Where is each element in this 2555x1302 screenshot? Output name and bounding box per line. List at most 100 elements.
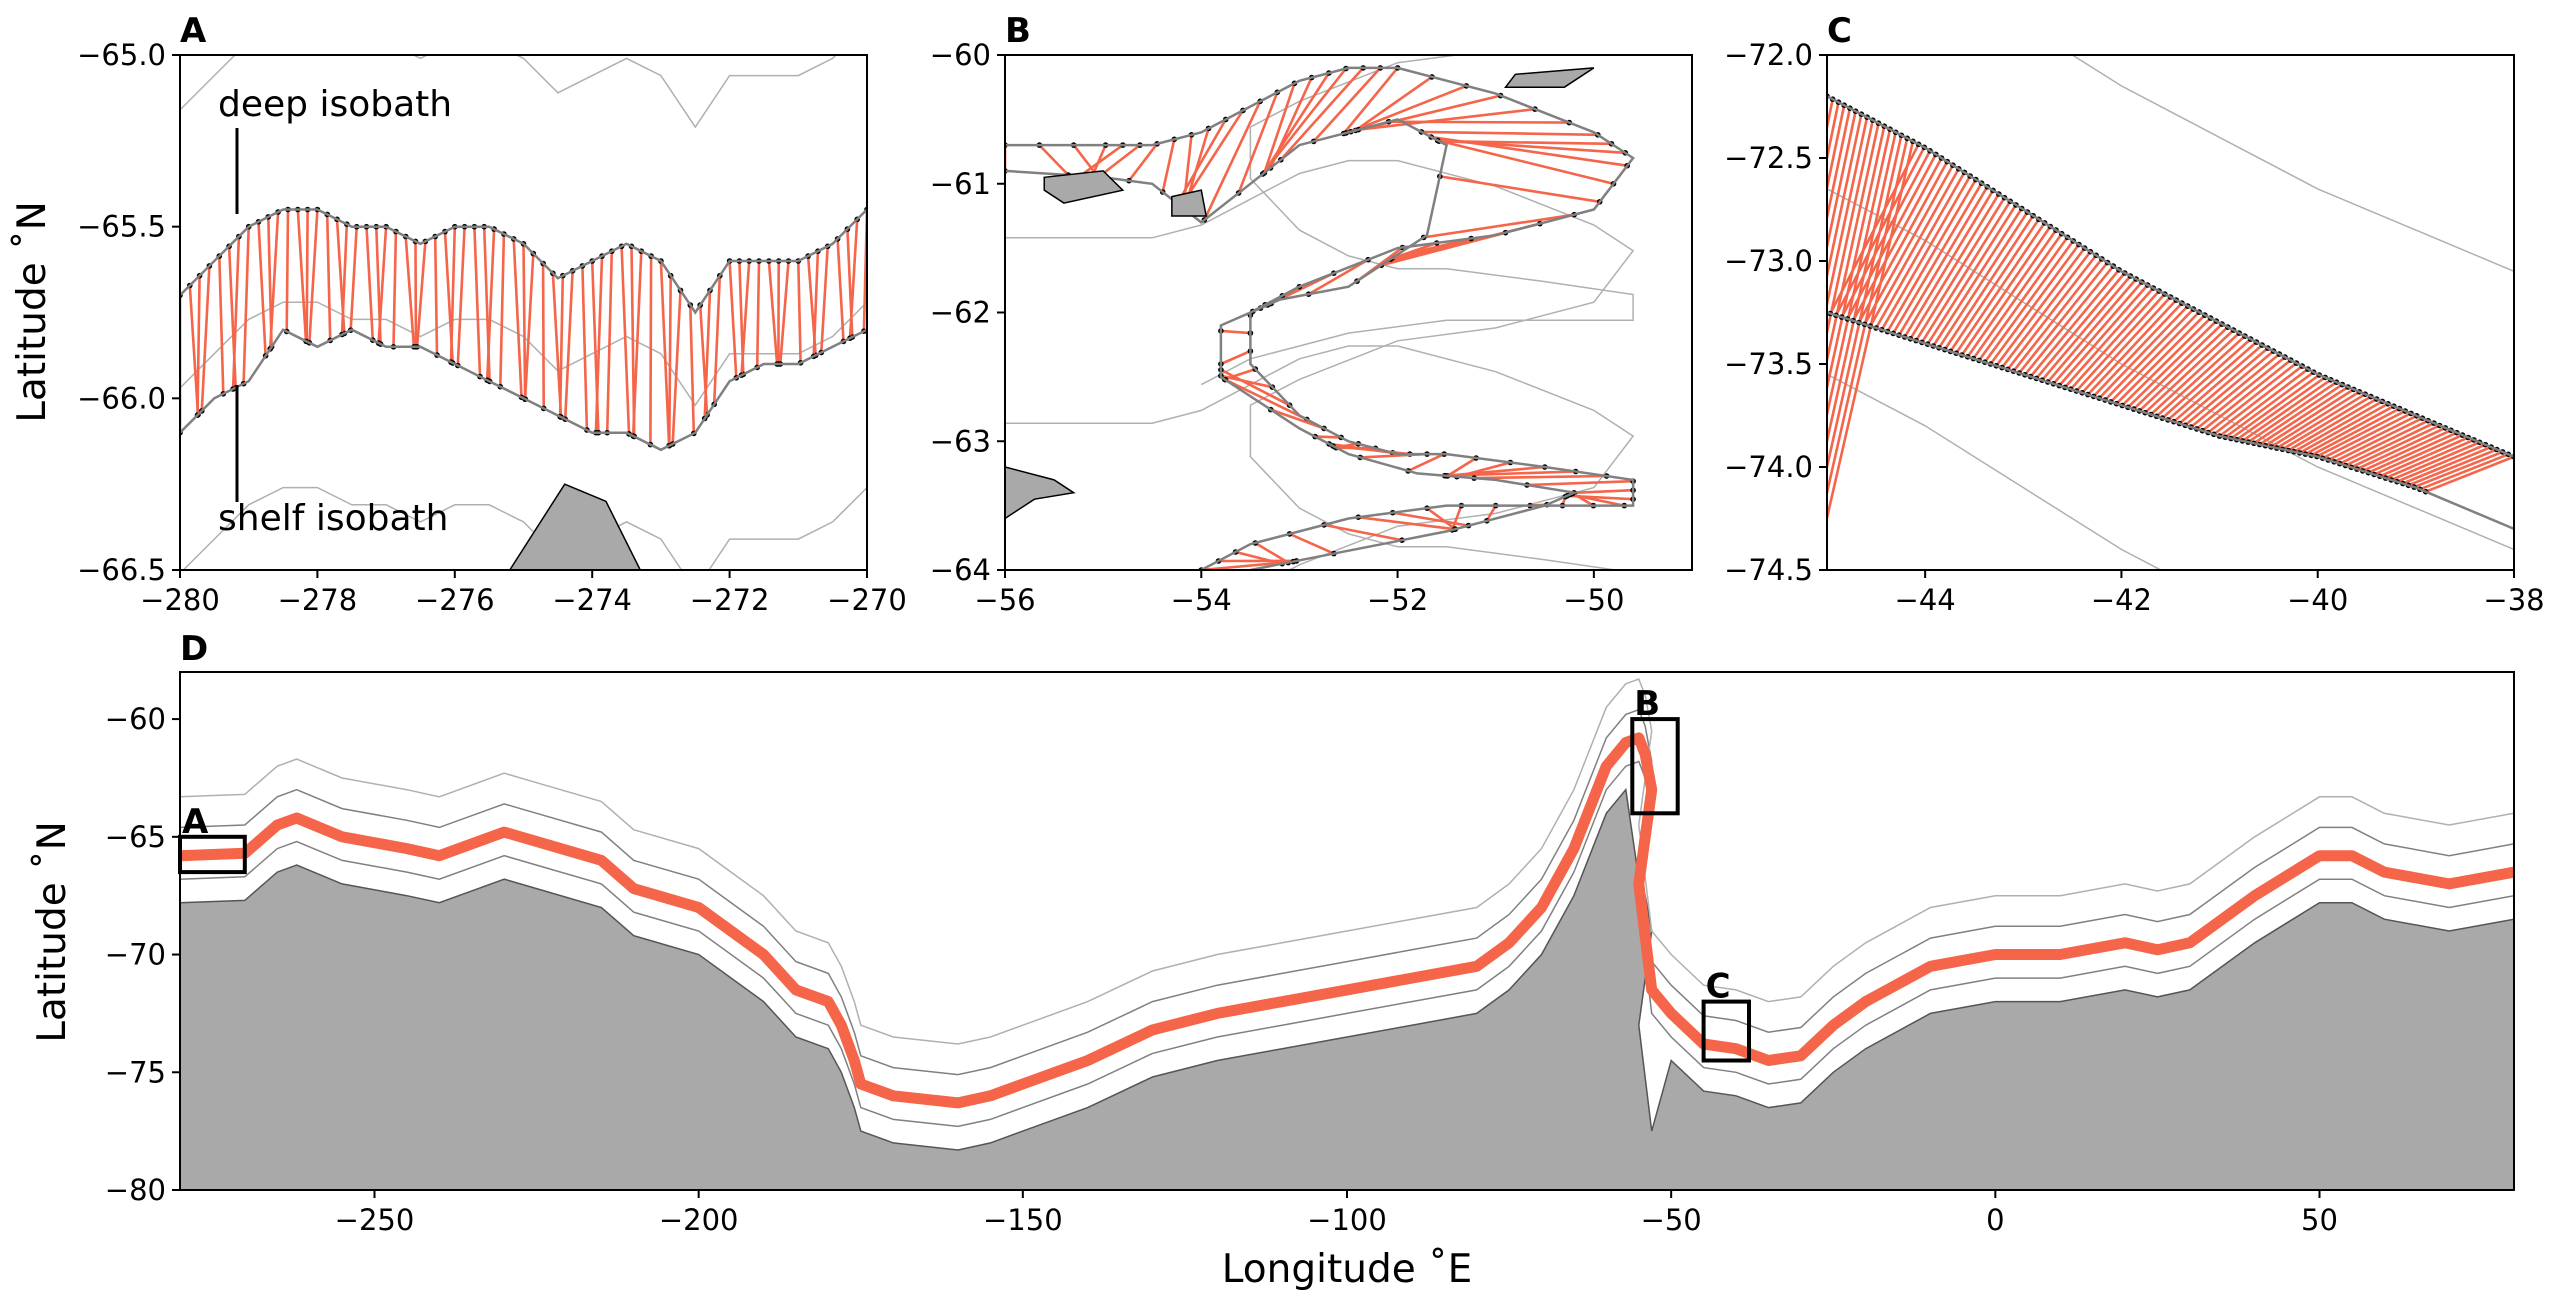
shelf-isobath-line: [1827, 311, 2514, 530]
y-tick-label: −70: [105, 938, 166, 972]
transect-line: [779, 260, 790, 365]
transect-line: [2138, 326, 2229, 412]
transect-line: [1572, 492, 1595, 507]
transect-line: [2161, 338, 2252, 420]
transect-line: [1220, 368, 1291, 407]
transect-line: [1932, 207, 2023, 347]
isobath-contour: [180, 678, 2514, 1045]
y-tick-label: −72.5: [1724, 141, 1813, 175]
antarctic-land: [180, 787, 2514, 1190]
transect-line: [1392, 511, 1469, 527]
transect-line: [218, 256, 225, 394]
transect-line: [1827, 113, 1863, 282]
transect-line: [558, 275, 565, 417]
panel-b: −56 −54 −52 −50 −60 −61 −62 −63 −64 B: [930, 11, 1693, 617]
transect-line: [2213, 365, 2303, 436]
transect-line: [671, 290, 682, 445]
y-tick-label: −74.0: [1724, 450, 1813, 484]
transect-band: [180, 732, 2514, 1109]
transect-line: [2098, 305, 2189, 400]
land-patch: [508, 483, 642, 570]
panel-d-xlabel: Longitude ˚E: [1222, 1247, 1473, 1292]
x-tick-label: −278: [278, 583, 358, 617]
transect-line: [1315, 435, 1342, 439]
transect-line: [563, 270, 574, 420]
shelf-endpoint-dot: [1793, 526, 1799, 532]
transect-line: [2304, 405, 2395, 456]
transect-line: [2230, 373, 2321, 440]
y-tick-label: −63: [930, 424, 991, 458]
x-tick-label: −276: [415, 583, 495, 617]
panel-d-label: D: [180, 629, 208, 669]
transect-line: [1827, 138, 1909, 499]
transect-line: [1983, 240, 2075, 363]
transect-line: [415, 241, 427, 347]
y-tick-label: −61: [930, 167, 991, 201]
y-tick-label: −64: [930, 553, 991, 587]
transect-line: [2195, 356, 2286, 430]
shelf-isobath-line: [180, 328, 867, 452]
shelf-endpoint-dot: [1759, 526, 1765, 532]
transect-line: [305, 209, 309, 342]
transect-line: [1358, 515, 1455, 531]
shelf-endpoint-dot: [1765, 526, 1771, 532]
transect-line: [2299, 402, 2389, 455]
region-box-c: [1701, 999, 1751, 1063]
transect-line: [2385, 438, 2475, 480]
transect-line: [449, 226, 457, 363]
transect-line: [1446, 456, 1477, 478]
transect-line: [2408, 448, 2498, 487]
transect-line: [649, 256, 653, 445]
transect-line: [1955, 222, 2046, 354]
transect-line: [541, 263, 546, 409]
transect-line: [1254, 541, 1289, 564]
transect-line: [2373, 433, 2464, 476]
transect-line: [1989, 243, 2080, 365]
transect-line: [2287, 397, 2378, 452]
shelf-endpoint-dot: [1776, 526, 1782, 532]
transect-line: [2167, 341, 2258, 421]
x-tick-label: −50: [1563, 583, 1624, 617]
transect-line: [2184, 350, 2275, 427]
transect-line: [1920, 200, 2012, 344]
transect-line: [365, 226, 375, 341]
shelf-endpoint-dot: [1782, 526, 1788, 532]
transect-line: [1203, 100, 1262, 221]
transect-line: [2327, 414, 2418, 462]
transect-line: [1426, 507, 1457, 531]
transect-line: [2115, 314, 2206, 405]
transect-line: [1474, 474, 1607, 480]
transect-line: [242, 226, 250, 384]
transect-line: [2241, 378, 2332, 442]
transect-line: [712, 275, 722, 405]
transect-line: [231, 236, 241, 390]
transect-line: [325, 214, 332, 341]
transect-line: [620, 246, 631, 434]
transect-line: [1279, 67, 1365, 161]
panel-d: −250 −200 −150 −100 −50 0 50 −60 −65 −70 −75 −80 A B…: [30, 629, 2515, 1292]
panel-a-label: A: [180, 11, 207, 51]
shelf-endpoint-dot: [1810, 526, 1816, 532]
transect-line: [1840, 150, 1932, 318]
transect-line: [1943, 214, 2035, 351]
transect-line: [2006, 254, 2098, 371]
transect-line: [2207, 362, 2298, 434]
transect-line: [1127, 143, 1159, 182]
transect-line: [1270, 408, 1325, 430]
x-tick-label: −50: [1641, 1203, 1702, 1237]
x-tick-label: −280: [140, 583, 220, 617]
bathymetry-contour: [1827, 188, 2514, 551]
transect-line: [2127, 320, 2218, 409]
transect-line: [1892, 182, 1983, 335]
transect-line: [1224, 378, 1308, 421]
island: [1043, 170, 1125, 204]
transect-line: [2276, 393, 2366, 450]
isobath-contour: [180, 708, 2514, 1076]
transect-line: [512, 238, 523, 398]
transect-line: [1289, 532, 1335, 555]
x-tick-label: 0: [1986, 1203, 2004, 1237]
transect-line: [2012, 258, 2103, 373]
bathymetry-contour: [1005, 159, 1635, 570]
x-tick-label: −54: [1171, 583, 1232, 617]
shelf-endpoint-dot: [1753, 526, 1759, 532]
